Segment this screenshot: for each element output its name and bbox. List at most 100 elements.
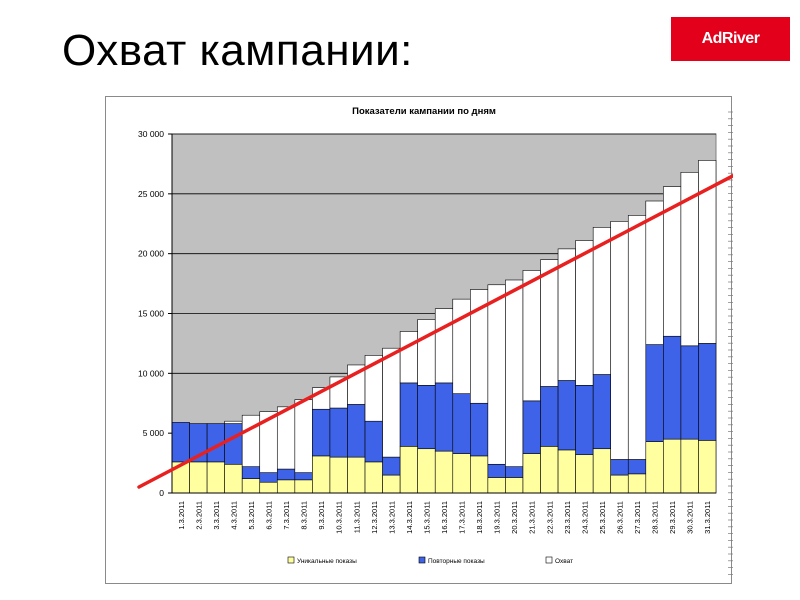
- bar-segment: [382, 347, 401, 458]
- adriver-logo: AdRiver: [671, 17, 790, 61]
- bar-segment: [294, 472, 313, 481]
- bar-segment: [487, 477, 506, 494]
- x-tick-label: 27.3.2011: [633, 501, 642, 534]
- x-tick-label: 7.3.2011: [282, 501, 291, 530]
- bar-segment: [276, 479, 296, 494]
- x-tick-label: 16.3.2011: [440, 501, 449, 534]
- x-tick-label: 14.3.2011: [405, 501, 414, 534]
- bar-segment: [522, 400, 541, 454]
- bar-segment: [312, 455, 331, 494]
- bar-segment: [505, 279, 524, 467]
- x-tick-label: 21.3.2011: [528, 501, 537, 534]
- bar-segment: [698, 440, 717, 494]
- legend-swatch: [287, 556, 295, 564]
- bar-segment: [470, 402, 489, 457]
- x-tick-label: 1.3.2011: [177, 501, 186, 530]
- y-tick-label: 0: [159, 488, 164, 498]
- bar-segment: [610, 474, 629, 494]
- bar-segment: [557, 248, 576, 381]
- x-tick-label: 23.3.2011: [563, 501, 572, 534]
- bar-segment: [487, 463, 506, 478]
- x-tick-label: 12.3.2011: [370, 501, 379, 534]
- legend-label: Повторные показы: [428, 558, 485, 565]
- trend-line: [137, 173, 733, 489]
- bar-segment: [575, 454, 594, 494]
- bar-segment: [522, 453, 541, 494]
- bar-segment: [645, 344, 664, 442]
- legend-swatch: [545, 556, 553, 564]
- slide-title: Охват кампании:: [62, 26, 413, 75]
- chart-title: Показатели кампании по дням: [352, 106, 496, 117]
- bar-segment: [592, 374, 612, 450]
- bar-segment: [434, 308, 454, 384]
- bar-segment: [557, 449, 576, 494]
- bar-segment: [645, 200, 664, 345]
- bar-segment: [434, 450, 454, 494]
- x-tick-label: 10.3.2011: [335, 501, 344, 534]
- bar-segment: [399, 446, 418, 494]
- x-tick-label: 3.3.2011: [212, 501, 221, 530]
- bar-segment: [522, 270, 541, 402]
- x-tick-label: 6.3.2011: [265, 501, 274, 530]
- x-tick-label: 29.3.2011: [668, 501, 677, 534]
- legend-label: Уникальные показы: [297, 558, 357, 565]
- x-tick-label: 13.3.2011: [387, 501, 396, 534]
- bar-segment: [417, 384, 436, 450]
- legend-label: Охват: [555, 558, 573, 565]
- x-tick-label: 30.3.2011: [686, 501, 695, 534]
- bar-segment: [505, 477, 524, 494]
- bar-segment: [382, 474, 401, 494]
- bar-segment: [487, 284, 506, 465]
- bar-segment: [259, 481, 278, 494]
- bar-segment: [241, 466, 261, 479]
- bar-segment: [434, 382, 454, 452]
- y-tick-label: 10 000: [138, 368, 164, 378]
- y-tick-label: 30 000: [138, 129, 164, 139]
- bar-segment: [540, 446, 559, 494]
- legend-swatch: [418, 556, 426, 564]
- y-tick-label: 20 000: [138, 249, 164, 259]
- x-tick-label: 24.3.2011: [580, 501, 589, 534]
- bar-segment: [610, 459, 629, 476]
- bar-segment: [276, 468, 296, 481]
- bar-segment: [663, 438, 682, 494]
- x-tick-label: 22.3.2011: [545, 501, 554, 534]
- bar-segment: [364, 461, 383, 494]
- x-tick-label: 25.3.2011: [598, 501, 607, 534]
- bar-segment: [294, 399, 313, 473]
- bar-segment: [224, 423, 243, 465]
- bar-segment: [347, 456, 366, 494]
- bar-segment: [312, 408, 331, 457]
- bar-segment: [294, 479, 313, 494]
- bar-segment: [557, 380, 576, 451]
- campaign-chart: Показатели кампании по дням 0 5 000 10 000 1…: [137, 106, 733, 575]
- bar-segment: [224, 420, 243, 424]
- bar-segment: [592, 448, 612, 494]
- x-tick-label: 20.3.2011: [510, 501, 519, 534]
- bar-segment: [189, 461, 208, 494]
- bar-segment: [399, 331, 418, 384]
- y-tick-label: 5 000: [143, 428, 165, 438]
- x-tick-label: 15.3.2011: [422, 501, 431, 534]
- bar-segment: [329, 456, 348, 494]
- bar-segment: [259, 472, 278, 483]
- x-tick-label: 8.3.2011: [300, 501, 309, 530]
- bar-segment: [452, 453, 471, 494]
- bar-segment: [347, 404, 366, 458]
- bar-segment: [575, 384, 594, 456]
- bar-segment: [627, 215, 647, 460]
- x-tick-label: 4.3.2011: [229, 501, 238, 530]
- y-tick-label: 25 000: [138, 189, 164, 199]
- bar-segment: [645, 441, 664, 494]
- bar-segment: [698, 343, 717, 441]
- x-tick-label: 17.3.2011: [458, 501, 467, 534]
- bar-segment: [505, 466, 524, 478]
- bar-segment: [241, 414, 261, 467]
- chart-frame: Показатели кампании по дням 0 5 000 10 000 1…: [105, 96, 733, 584]
- bar-segment: [417, 448, 436, 494]
- bar-segment: [680, 345, 699, 440]
- bar-segment: [627, 459, 647, 475]
- x-tick-label: 18.3.2011: [475, 501, 484, 534]
- x-tick-label: 2.3.2011: [194, 501, 203, 530]
- bar-segment: [417, 319, 436, 386]
